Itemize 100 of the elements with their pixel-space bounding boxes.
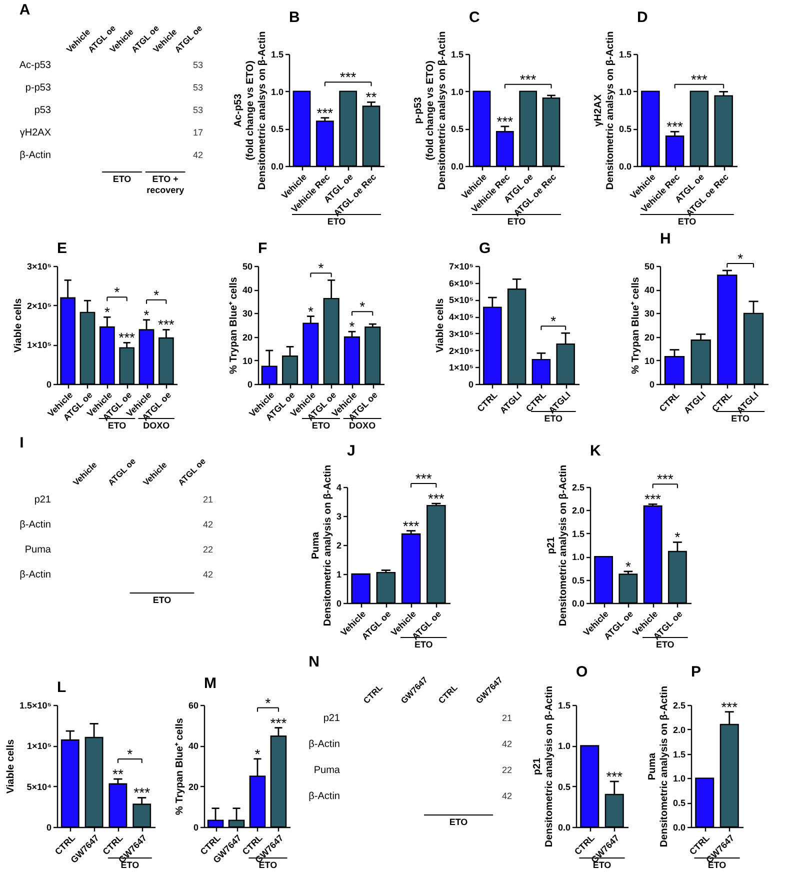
y-tick-label: 1.0	[672, 774, 686, 784]
text: ETO	[731, 414, 750, 424]
y-tick-label: 50	[242, 262, 252, 272]
y-axis-title: Ac-p53 (fold change vs ETO) Densitometric analsys on β-Actin	[232, 31, 268, 190]
category-label: β-Actin	[20, 520, 51, 530]
y-tick-label: 0.0	[450, 162, 464, 172]
category-label: p21	[34, 494, 51, 506]
category-label: 21	[502, 713, 512, 723]
annotation: ***	[340, 69, 357, 86]
category-label: Puma	[24, 544, 51, 556]
chart-title: K	[590, 442, 601, 460]
y-tick-label: 1.5	[618, 50, 632, 60]
data-label: ***	[316, 104, 334, 121]
y-tick-label: 0.0	[672, 822, 686, 832]
text: ETO	[449, 817, 468, 827]
data-label: **	[366, 89, 378, 106]
y-tick-label: 0.0	[572, 598, 584, 608]
text: ETO	[656, 640, 674, 650]
annotation: *	[265, 694, 272, 711]
y-tick-label: 30	[644, 308, 654, 319]
y-tick-label: 40	[242, 285, 252, 296]
category-label: 22	[203, 544, 214, 554]
data-label: ***	[158, 316, 175, 333]
category-label: 42	[203, 570, 214, 580]
y-axis-title: Viable cells	[13, 298, 24, 353]
chart-title: G	[479, 240, 491, 257]
chart-title: M	[204, 674, 216, 692]
y-tick-label: 1.0	[450, 86, 464, 97]
y-tick-label: 3	[336, 512, 342, 522]
data-label: *	[349, 318, 356, 335]
text: ETO	[507, 216, 526, 226]
annotation: *	[127, 746, 134, 762]
category-label: γH2AX	[20, 127, 51, 138]
annotation: ***	[520, 71, 537, 88]
y-tick-label: 60	[188, 700, 198, 710]
y-tick-label: 2.0	[572, 506, 584, 516]
y-tick-label: 7×10⁵	[449, 262, 474, 272]
y-axis-title: γH2AX Densitometric analsys on β-Actin	[592, 31, 616, 190]
y-tick-label: 1.5	[270, 50, 284, 60]
annotation: *	[550, 313, 557, 330]
text: ETO	[708, 860, 726, 870]
text: ETO	[108, 420, 126, 430]
y-axis-title: p-p53 (fold change vs ETO) Densitometric analsys on β-Actin	[412, 31, 448, 190]
y-tick-label: 1.0	[572, 552, 584, 562]
y-tick-label: 4	[336, 482, 342, 492]
category-label: 42	[502, 791, 512, 801]
category-label: 53	[193, 82, 204, 93]
y-tick-label: 0	[46, 380, 52, 390]
chart-title: P	[691, 663, 702, 680]
annotation: *	[318, 260, 324, 276]
chart-title: O	[576, 663, 588, 680]
data-label: *	[308, 303, 314, 320]
y-tick-label: 0	[336, 598, 342, 608]
y-tick-label: 0.0	[618, 162, 632, 172]
category-label: Puma	[314, 765, 340, 776]
y-tick-label: 1×10⁵	[27, 741, 52, 752]
category-label: p21	[323, 713, 340, 724]
category-label: 42	[193, 150, 204, 160]
chart-title: E	[57, 240, 68, 257]
chart-title: B	[289, 8, 300, 26]
y-tick-label: 1.0	[618, 86, 632, 97]
category-label: 53	[193, 60, 204, 70]
y-axis-title: Puma Densitometric analysis on β-Actin	[646, 686, 670, 848]
chart-title: F	[258, 240, 268, 257]
y-tick-label: 1.5	[572, 528, 584, 539]
chart-title: D	[637, 8, 648, 26]
y-tick-label: 1.0	[270, 86, 284, 97]
data-label: ***	[666, 118, 684, 135]
y-tick-label: 0	[46, 822, 52, 832]
category-label: 53	[193, 105, 204, 115]
annotation: *	[114, 284, 120, 300]
data-label: **	[112, 766, 124, 782]
y-tick-label: 1	[336, 570, 342, 580]
text: ETO	[678, 216, 696, 226]
text: A	[19, 2, 30, 19]
y-tick-label: 40	[644, 285, 654, 296]
data-label: ***	[428, 490, 445, 507]
y-axis-title: Puma Densitometric analysis on β-Actin	[310, 464, 334, 626]
y-tick-label: 4×10⁵	[449, 312, 474, 322]
text: *	[738, 250, 744, 266]
data-label: ***	[270, 714, 288, 731]
category-label: 21	[203, 494, 214, 504]
y-tick-label: 1.0	[558, 741, 570, 752]
text: DOXO	[143, 420, 170, 430]
category-label: Ac-p53	[19, 60, 51, 72]
category-label: 42	[203, 520, 214, 530]
y-tick-label: 10	[644, 356, 654, 366]
data-label: ***	[134, 784, 151, 801]
y-tick-label: 1×10⁵	[27, 340, 52, 350]
y-tick-label: 20	[242, 332, 252, 342]
data-label: ***	[402, 518, 420, 534]
y-tick-label: 1×10⁵	[449, 362, 474, 373]
y-tick-label: 0.5	[558, 782, 570, 792]
text: ETO + recovery	[146, 174, 184, 195]
category-label: p-p53	[25, 82, 51, 94]
y-tick-label: 0.0	[558, 822, 570, 832]
chart-title: L	[57, 679, 66, 696]
category-label: β-Actin	[308, 739, 340, 750]
y-tick-label: 0.5	[618, 124, 632, 134]
y-axis-title: p21 Densitometric analysis on β-Actin	[532, 686, 555, 848]
